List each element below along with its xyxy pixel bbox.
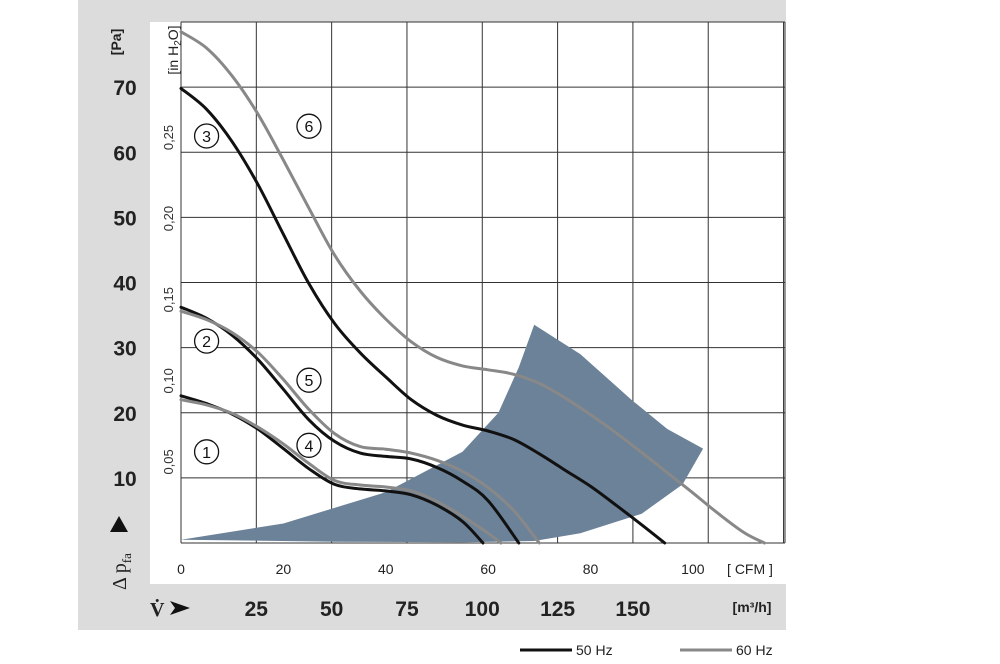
curve-labels: 1 2 3 4 5 6 — [193, 113, 322, 465]
curve-5 — [179, 309, 541, 545]
y-tick-pa: 70 — [113, 77, 136, 100]
curve-label-3: 3 — [202, 129, 211, 146]
y-tick-pa: 20 — [113, 403, 136, 426]
curve-3 — [179, 86, 667, 545]
x-tick-cfm: 0 — [177, 561, 185, 577]
x-tick-cfm: 80 — [583, 561, 599, 577]
x-axis-cfm: 0 20 40 60 80 100 [ CFM ] — [177, 561, 773, 577]
y-unit-pa: [Pa] — [108, 29, 124, 55]
x-axis-symbol: V̇ — [150, 597, 165, 621]
curve-4 — [179, 398, 503, 545]
y-tick-pa: 60 — [113, 142, 136, 165]
x-tick-m3h: 50 — [320, 598, 343, 621]
y-tick-inh2o: 0,05 — [161, 449, 176, 474]
y-tick-inh2o: 0,15 — [161, 287, 176, 312]
legend: 50 Hz 60 Hz — [520, 642, 773, 658]
curve-label-2: 2 — [202, 334, 211, 351]
cfm-tick-strip — [150, 544, 786, 584]
curve-label-circle — [296, 113, 322, 139]
curve-label-1: 1 — [202, 445, 211, 462]
operating-region — [181, 324, 704, 543]
y-tick-pa: 30 — [113, 338, 136, 361]
curve-label-4: 4 — [305, 438, 314, 455]
x-unit-m3h: [m³/h] — [733, 599, 772, 615]
y-unit-inh2o: [in H2O] — [165, 25, 184, 74]
x-axis-arrow-icon — [170, 601, 190, 615]
y-axis-inh2o: [in H2O] 0,05 0,10 0,15 0,20 0,25 — [161, 25, 184, 474]
legend-60hz-label: 60 Hz — [736, 642, 773, 658]
x-tick-cfm: 60 — [480, 561, 496, 577]
curves — [179, 30, 766, 545]
curve-label-5: 5 — [305, 373, 314, 390]
x-unit-cfm: [ CFM ] — [727, 561, 773, 577]
curve-label-circle — [193, 123, 220, 149]
x-tick-m3h: 150 — [615, 598, 650, 621]
x-tick-m3h: 125 — [540, 598, 575, 621]
x-axis-m3h: V̇ 25 50 75 100 125 150 [m³/h] — [150, 597, 771, 621]
x-tick-m3h: 75 — [395, 598, 419, 621]
curve-6 — [179, 30, 766, 545]
y-tick-inh2o: 0,20 — [161, 206, 176, 231]
x-tick-m3h: 100 — [465, 598, 500, 621]
curve-label-circle — [193, 328, 220, 354]
curve-label-circle — [296, 432, 322, 458]
y-tick-inh2o: 0,10 — [161, 368, 176, 393]
y-axis-pa: [Pa] 10 20 30 40 50 60 70 Δ pfa — [108, 29, 137, 590]
x-tick-cfm: 20 — [276, 561, 292, 577]
y-tick-pa: 10 — [113, 468, 136, 491]
x-tick-m3h: 25 — [245, 598, 269, 621]
y-tick-inh2o: 0,25 — [161, 125, 176, 150]
legend-50hz-label: 50 Hz — [576, 642, 613, 658]
y-axis-arrow-icon — [110, 516, 128, 532]
x-tick-cfm: 100 — [681, 561, 705, 577]
curve-label-6: 6 — [305, 119, 314, 136]
x-tick-cfm: 40 — [378, 561, 394, 577]
y-axis-symbol: Δ pfa — [109, 553, 134, 590]
curve-label-circle — [296, 367, 322, 393]
y-tick-pa: 50 — [113, 207, 136, 230]
y-tick-pa: 40 — [113, 273, 136, 296]
curve-2 — [179, 305, 521, 545]
curve-label-circle — [193, 439, 220, 465]
